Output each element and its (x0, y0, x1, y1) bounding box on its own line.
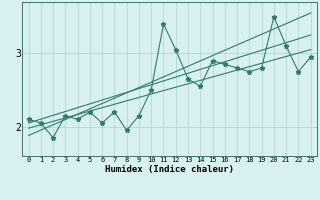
X-axis label: Humidex (Indice chaleur): Humidex (Indice chaleur) (105, 165, 234, 174)
